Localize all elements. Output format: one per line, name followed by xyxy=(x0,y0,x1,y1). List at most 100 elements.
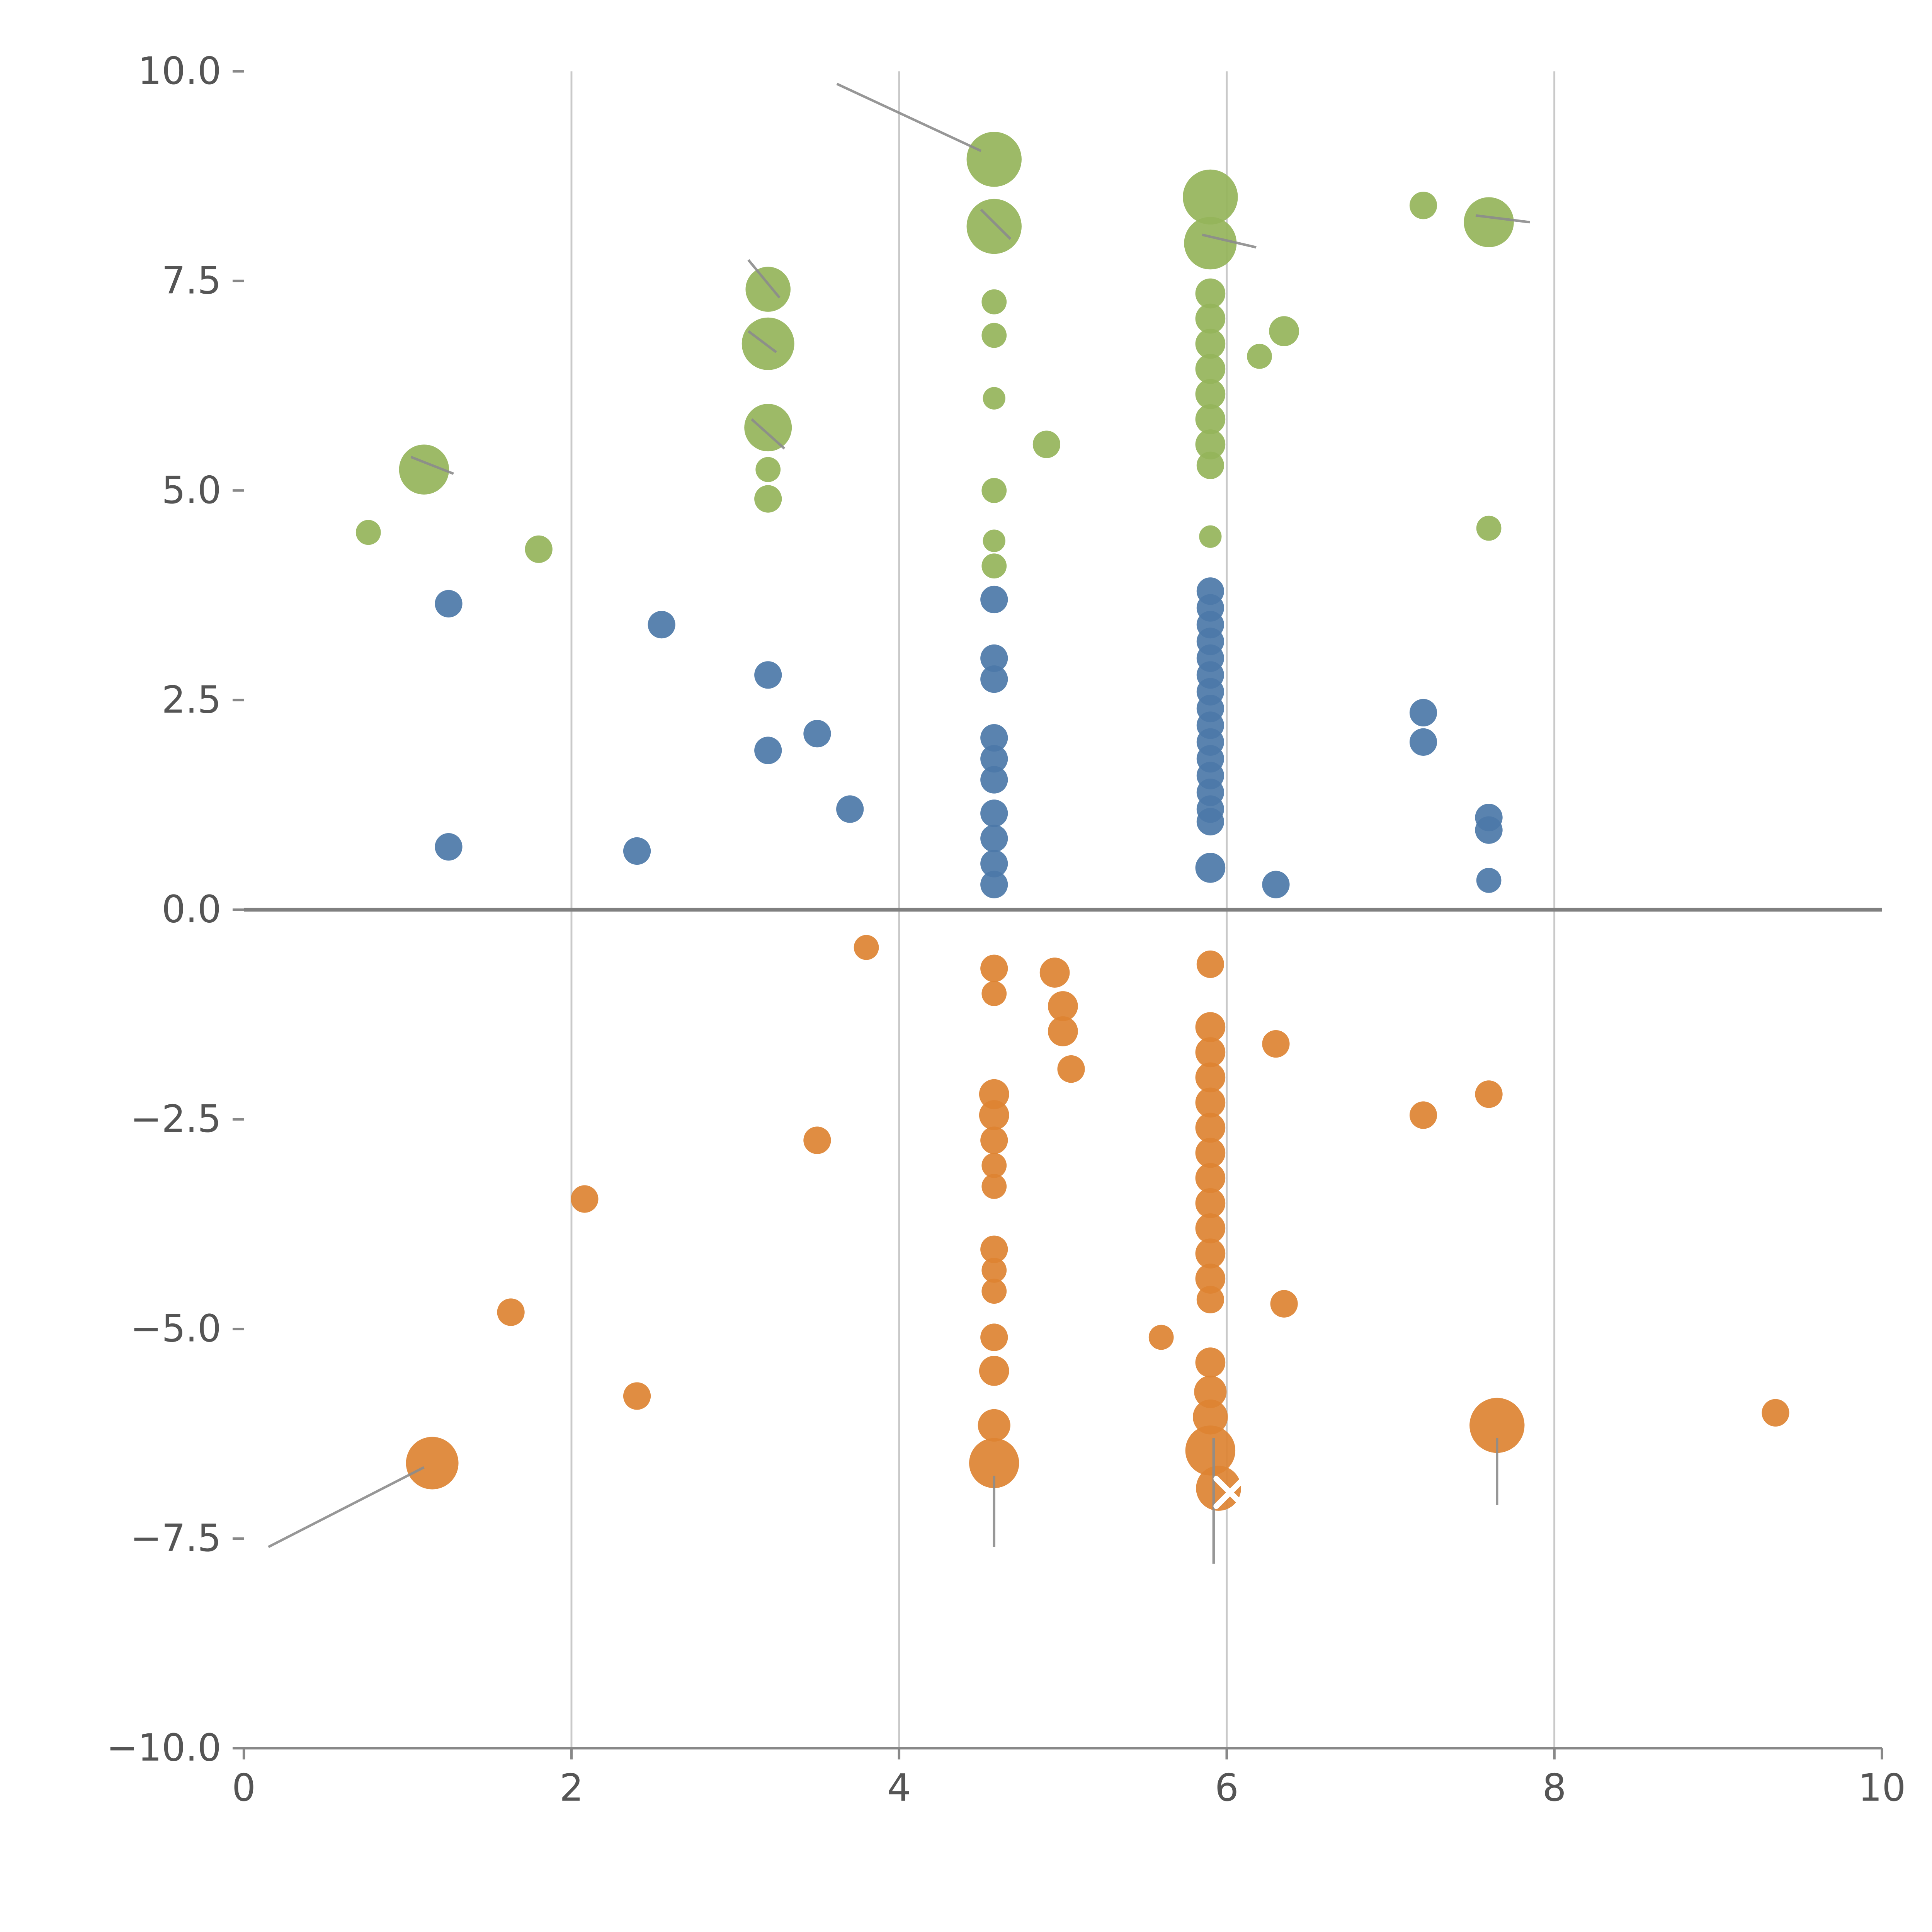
green-point xyxy=(1269,316,1299,346)
green-point xyxy=(742,317,794,370)
annotation-line xyxy=(836,83,982,152)
y-tick-label: −5.0 xyxy=(130,1307,221,1350)
green-point xyxy=(1195,429,1226,459)
y-tick-label: −7.5 xyxy=(130,1516,221,1560)
orange-point xyxy=(571,1185,599,1213)
green-point xyxy=(1199,525,1222,548)
blue-point xyxy=(980,871,1008,898)
orange-point xyxy=(978,1409,1010,1442)
blue-point xyxy=(1195,853,1226,883)
orange-point xyxy=(1195,1213,1226,1243)
y-tick-label: −10.0 xyxy=(106,1726,221,1770)
orange-point xyxy=(803,1126,831,1154)
blue-point xyxy=(1409,699,1437,727)
green-point xyxy=(1409,192,1437,219)
annotation-line xyxy=(751,418,786,450)
blue-point xyxy=(1476,868,1502,893)
orange-point xyxy=(1195,1347,1226,1378)
orange-point xyxy=(1196,950,1224,978)
orange-point xyxy=(981,1258,1007,1283)
blue-point xyxy=(836,795,864,823)
blue-point xyxy=(435,590,463,617)
orange-point xyxy=(1196,1466,1241,1511)
orange-point xyxy=(1195,1037,1226,1068)
blue-point xyxy=(803,720,831,748)
orange-point xyxy=(1270,1290,1298,1318)
orange-point xyxy=(1195,1112,1226,1143)
green-point xyxy=(1195,303,1226,334)
orange-point xyxy=(981,1153,1007,1178)
blue-point xyxy=(1409,728,1437,756)
orange-point xyxy=(980,954,1008,982)
orange-point xyxy=(854,935,879,960)
green-point xyxy=(1247,344,1272,369)
orange-point xyxy=(1195,1087,1226,1118)
blue-point xyxy=(980,585,1008,614)
green-point xyxy=(755,457,781,482)
orange-point xyxy=(1185,1425,1236,1476)
x-tick-label: 6 xyxy=(1215,1766,1239,1810)
orange-point xyxy=(979,1079,1009,1109)
orange-point xyxy=(981,1279,1007,1304)
orange-point xyxy=(1195,1012,1226,1042)
y-tick-label: −2.5 xyxy=(130,1097,221,1141)
orange-point xyxy=(980,1126,1008,1154)
blue-point xyxy=(980,745,1008,773)
blue-point xyxy=(754,736,782,764)
blue-point xyxy=(980,665,1008,693)
green-point xyxy=(745,267,791,312)
x-tick-label: 0 xyxy=(232,1766,256,1810)
green-point xyxy=(744,404,792,452)
orange-point xyxy=(1196,1286,1224,1313)
blue-point xyxy=(1475,816,1503,844)
orange-point xyxy=(497,1298,525,1326)
green-point xyxy=(981,289,1007,315)
blue-point xyxy=(980,644,1008,672)
green-point xyxy=(981,323,1007,348)
green-point xyxy=(355,520,381,545)
orange-point xyxy=(1039,957,1070,988)
orange-point xyxy=(981,1174,1007,1199)
green-point xyxy=(983,529,1005,552)
green-point xyxy=(1184,217,1237,270)
annotation-line xyxy=(747,330,777,353)
x-marker xyxy=(1213,1476,1247,1509)
orange-point xyxy=(1195,1163,1226,1193)
green-point xyxy=(966,199,1022,254)
y-tick-label: 7.5 xyxy=(162,259,221,302)
orange-point xyxy=(980,1323,1008,1351)
green-point xyxy=(981,553,1007,579)
x-tick-label: 2 xyxy=(560,1766,583,1810)
green-point xyxy=(1195,278,1226,309)
blue-point xyxy=(754,661,782,689)
orange-point xyxy=(406,1437,459,1490)
blue-point xyxy=(980,724,1008,752)
blue-point xyxy=(980,825,1008,852)
orange-point xyxy=(1195,1188,1226,1218)
x-tick-label: 10 xyxy=(1858,1766,1906,1810)
orange-point xyxy=(623,1382,651,1410)
annotation-line xyxy=(1475,214,1530,224)
green-point xyxy=(1476,515,1502,541)
annotation-line xyxy=(747,259,781,299)
annotation-line xyxy=(980,209,1012,240)
orange-point xyxy=(1762,1399,1789,1427)
blue-point xyxy=(623,837,651,865)
orange-point xyxy=(1475,1080,1503,1108)
orange-point xyxy=(980,1235,1008,1263)
green-point xyxy=(1183,169,1238,225)
annotation-line xyxy=(410,456,454,475)
orange-point xyxy=(981,981,1007,1006)
green-point xyxy=(1195,328,1226,359)
green-point xyxy=(1196,451,1224,479)
blue-point xyxy=(980,766,1008,794)
orange-point xyxy=(1262,1030,1290,1058)
green-point xyxy=(966,132,1022,187)
orange-point xyxy=(1195,1138,1226,1168)
blue-point xyxy=(980,799,1008,827)
green-point xyxy=(1464,197,1514,247)
orange-point xyxy=(1148,1325,1174,1350)
y-tick-label: 5.0 xyxy=(162,468,221,512)
annotation-line xyxy=(1202,233,1257,249)
